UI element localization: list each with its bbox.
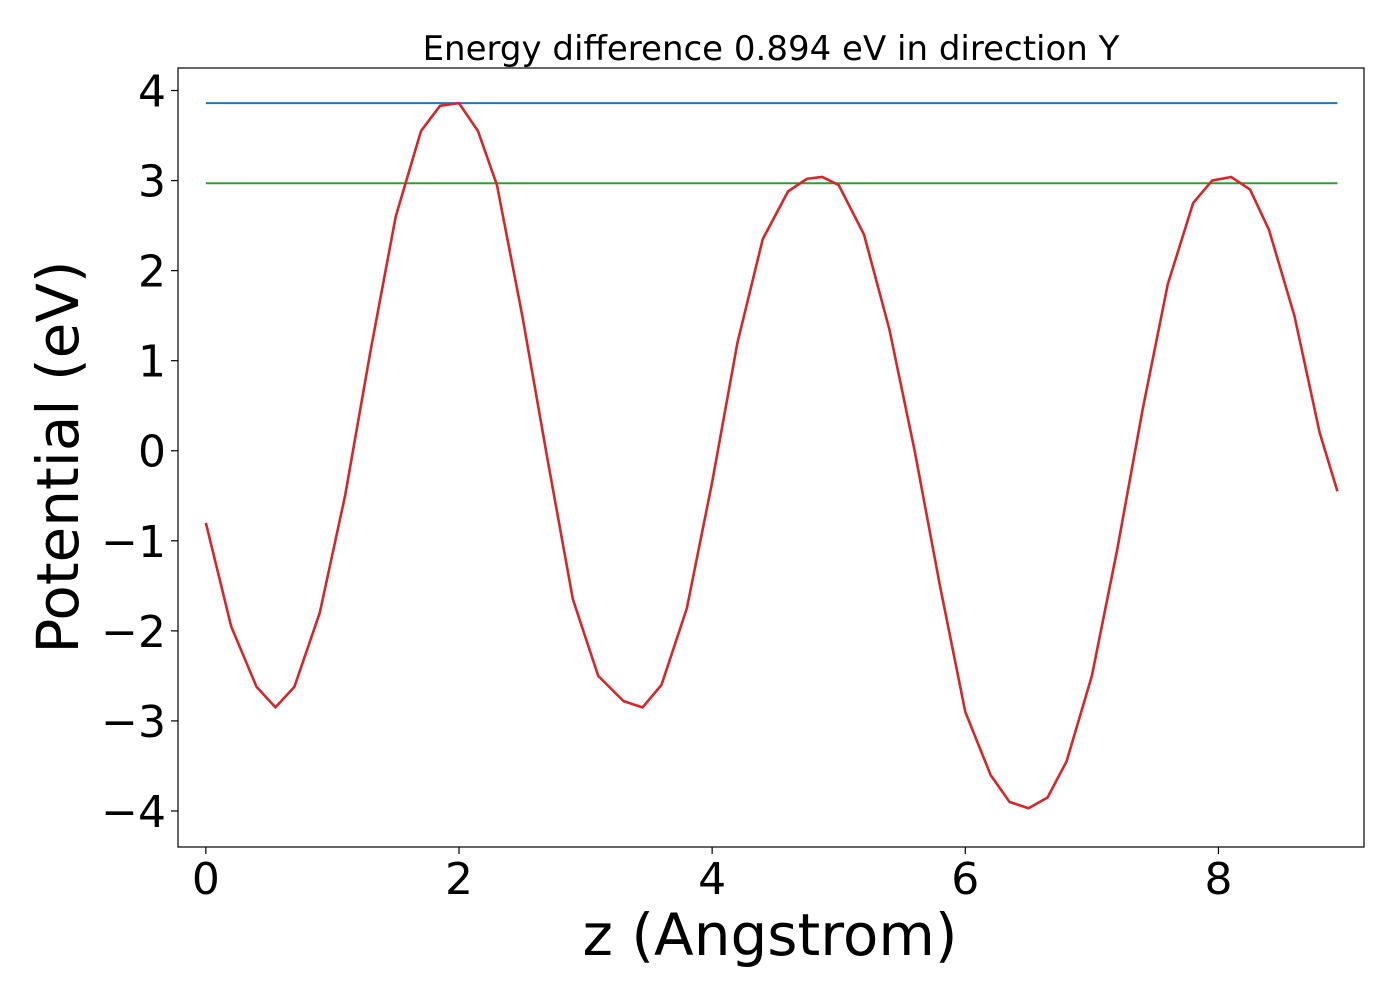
y-axis-label: Potential (eV)	[24, 260, 92, 653]
y-tick-label: 4	[138, 67, 166, 118]
chart-title: Energy difference 0.894 eV in direction …	[423, 29, 1120, 69]
y-tick-label: −1	[101, 517, 166, 568]
y-tick-label: −3	[101, 697, 166, 748]
y-tick-label: −2	[101, 607, 166, 658]
x-tick-label: 4	[698, 854, 726, 905]
y-tick-label: −4	[101, 787, 166, 838]
x-axis-label: z (Angstrom)	[583, 901, 958, 969]
plot-frame	[177, 67, 1365, 848]
x-tick-label: 0	[192, 854, 220, 905]
y-tick-label: 2	[138, 247, 166, 298]
axis-ticks: 0 2 4 6 8 −4 −3 −2 −1 0 1 2 3 4	[101, 67, 1232, 905]
y-tick-label: 0	[138, 427, 166, 478]
y-tick-label: 1	[138, 337, 166, 388]
y-tick-label: 3	[138, 157, 166, 208]
x-tick-label: 6	[951, 854, 979, 905]
x-tick-label: 2	[445, 854, 473, 905]
plot-area	[204, 101, 1339, 810]
series-line-3	[204, 101, 1339, 810]
x-tick-label: 8	[1204, 854, 1232, 905]
